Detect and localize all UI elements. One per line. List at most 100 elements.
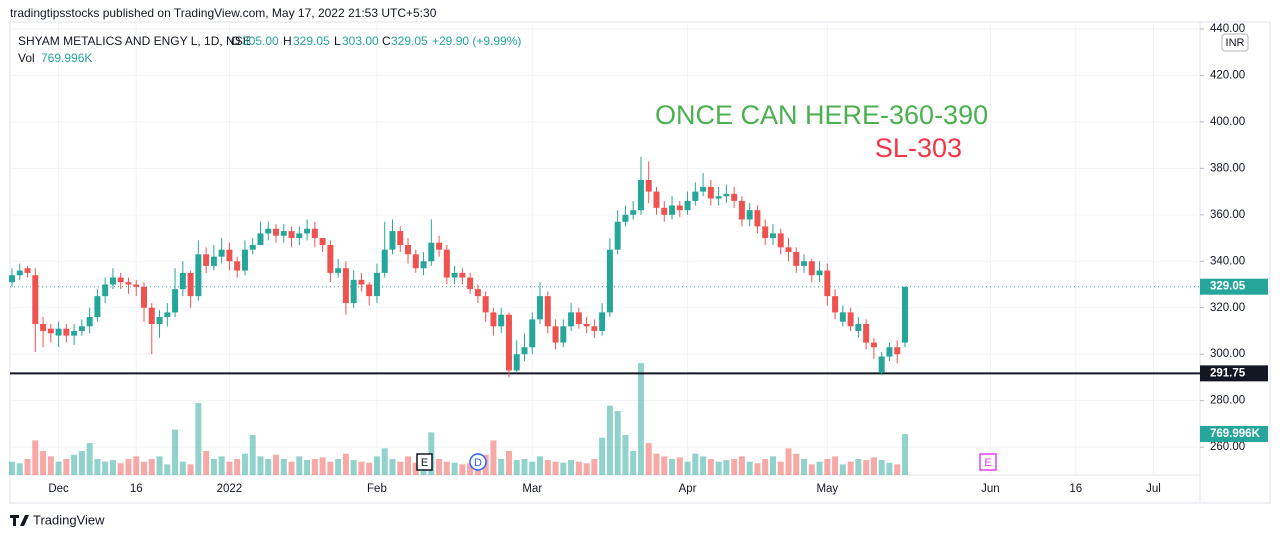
candle-body [210,256,217,266]
earnings-marker[interactable] [979,453,997,471]
candle-body [335,268,342,273]
y-tick-label: 360.00 [1210,209,1245,221]
volume-bar [870,457,877,475]
candle-body [723,193,730,197]
volume-bar [591,459,598,475]
publisher-line: tradingtipsstocks published on TradingVi… [10,6,437,20]
volume-bar [715,461,722,475]
candle-body [894,347,901,355]
volume-bar [669,459,676,475]
volume-bar [637,363,644,475]
candle-body [319,238,326,246]
candle-body [746,210,753,220]
volume-bar [738,456,745,475]
earnings-letter[interactable]: E [421,457,428,469]
candle-body [529,319,536,348]
volume-bar [537,456,544,475]
volume-bar [102,461,109,475]
volume-bar [63,459,70,475]
volume-bar [234,459,241,475]
volume-bar [172,429,179,475]
candle-body [9,275,15,283]
candle-body [141,286,148,308]
x-tick-label: Feb [367,483,387,495]
volume-bar [801,459,808,475]
candle-body [707,186,714,199]
y-tick-label: 400.00 [1210,116,1245,128]
volume-bar [762,459,769,475]
volume-bar [16,463,23,475]
x-tick-label: 16 [130,483,143,495]
volume-bar [265,459,272,475]
candle-body [700,186,707,192]
candle-body [78,326,85,331]
candle-body [358,279,365,285]
volume-bar [575,461,582,475]
candle-body [226,249,233,262]
volume-bar [86,443,93,475]
volume-bar [855,459,862,475]
volume-bar [901,433,908,475]
volume-bar [109,460,116,475]
candle-body [350,279,357,304]
candle-body [474,289,481,297]
earnings-letter[interactable]: E [984,457,991,469]
candle-body [692,191,699,201]
y-tick-label: 440.00 [1210,23,1245,35]
volume-bar [9,461,15,475]
candle-body [614,221,621,250]
volume-bar [156,456,163,475]
volume-bar [498,459,505,475]
currency-box[interactable] [1221,33,1249,52]
candle-body [16,270,23,276]
volume-bar [187,464,194,475]
candle-body [102,284,109,297]
candle-body [552,326,559,343]
candle-body [311,228,318,239]
y-tick-label: 280.00 [1210,395,1245,407]
volume-bar [40,451,47,475]
candle-body [55,328,62,336]
candle-body [901,286,908,343]
candle-body [537,296,544,320]
dividend-marker[interactable] [469,453,487,471]
brand: TradingView [10,512,105,527]
volume-bar [381,448,388,475]
candle-body [606,249,613,313]
volume-bar [203,451,210,475]
o-tag: O [231,34,240,48]
volume-bar [832,456,839,475]
candle-body [179,272,186,290]
candle-body [71,330,78,336]
candle-body [164,312,171,318]
candle-body [669,205,676,215]
y-tick-label: 300.00 [1210,348,1245,360]
candle-body [855,324,862,331]
brand-name: TradingView [33,512,105,527]
candle-body [24,268,31,273]
candle-body [203,254,210,266]
volume-bar [141,461,148,475]
volume-bar [583,463,590,475]
candle-body [32,275,39,324]
volume-bar [249,435,256,475]
x-tick-label: May [816,483,838,495]
volume-bar [723,460,730,475]
candle-body [863,324,870,343]
x-tick-label: Mar [522,483,542,495]
candle-body [676,205,683,211]
volume-bar [405,456,412,475]
candle-body [769,233,776,239]
hline-label: 291.75 [1210,367,1246,379]
y-tick-label: 320.00 [1210,302,1245,314]
volume-bar [622,435,629,475]
candle-body [273,228,280,236]
volume-bar [319,457,326,475]
volume-bar [886,462,893,475]
earnings-marker[interactable] [416,453,433,471]
candle-body [296,233,303,239]
dividend-letter[interactable]: D [474,457,482,469]
currency[interactable]: INR [1226,37,1245,49]
volume-bar [257,456,264,475]
volume-bar [731,459,738,475]
